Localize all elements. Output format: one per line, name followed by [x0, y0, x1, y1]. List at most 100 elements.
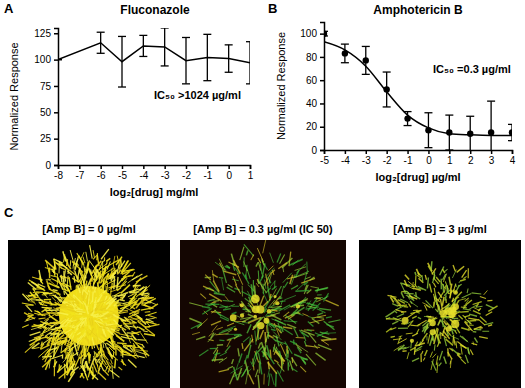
hypha — [87, 317, 89, 321]
hypha — [25, 305, 34, 306]
error-bar-cap — [362, 46, 370, 47]
x-tick-label: -5 — [118, 170, 127, 181]
hypha — [241, 343, 243, 349]
hypha — [467, 347, 469, 353]
hypha — [77, 332, 80, 334]
hypha — [56, 307, 65, 308]
hypha — [316, 298, 321, 299]
hypha — [57, 293, 61, 295]
hypha — [440, 267, 444, 276]
hypha — [255, 331, 256, 345]
hypha — [293, 340, 295, 345]
hypha — [199, 350, 208, 356]
bright-spot — [252, 306, 260, 314]
hypha — [486, 305, 494, 309]
hypha — [100, 336, 111, 343]
hypha — [262, 263, 265, 278]
hypha — [249, 338, 251, 345]
hypha — [450, 291, 451, 298]
data-point — [446, 129, 452, 135]
bright-spot — [453, 290, 458, 295]
y-tick-label: 0 — [45, 160, 51, 171]
hypha — [443, 319, 450, 326]
hypha — [444, 321, 447, 325]
hypha — [80, 373, 83, 377]
hypha — [135, 351, 147, 355]
hypha — [310, 277, 315, 280]
hypha — [213, 281, 219, 292]
hypha — [82, 358, 83, 364]
hypha — [277, 363, 284, 371]
hypha — [313, 303, 321, 311]
hypha — [103, 370, 108, 376]
figure: ABCFluconazole-8-7-6-5-4-3-2-10102550751… — [0, 0, 525, 388]
hypha — [415, 346, 422, 351]
hypha — [107, 347, 112, 357]
hypha — [44, 293, 55, 295]
x-tick-mark — [164, 165, 166, 169]
hypha — [436, 295, 437, 305]
hypha — [411, 285, 415, 287]
hypha — [412, 358, 419, 361]
hypha — [408, 320, 413, 327]
x-tick: 4 — [510, 150, 516, 166]
bright-spot — [234, 328, 237, 331]
hypha — [317, 317, 324, 318]
hypha — [85, 269, 87, 278]
hypha — [404, 293, 414, 295]
hypha — [28, 313, 33, 314]
hypha — [145, 318, 154, 320]
hypha — [145, 326, 150, 328]
y-tick-label: 40 — [306, 98, 318, 109]
x-tick: 0 — [226, 165, 232, 181]
hypha — [217, 327, 223, 329]
hypha — [25, 344, 35, 353]
hypha — [54, 363, 55, 376]
hypha — [46, 261, 49, 272]
hypha — [145, 312, 156, 315]
hypha — [392, 304, 398, 306]
hypha — [211, 321, 221, 325]
hypha — [31, 326, 43, 330]
hypha — [112, 295, 126, 297]
hypha — [121, 261, 128, 273]
hypha — [435, 309, 438, 312]
hypha — [479, 337, 488, 339]
y-tick-mark — [54, 138, 58, 140]
hypha — [390, 327, 396, 329]
hypha — [387, 295, 396, 297]
hypha — [92, 374, 98, 380]
hypha — [472, 342, 474, 345]
hypha — [244, 244, 254, 256]
hypha — [414, 284, 417, 287]
hypha — [234, 334, 241, 336]
hypha — [76, 286, 77, 297]
hypha — [429, 284, 431, 293]
hypha — [284, 295, 296, 299]
hypha — [98, 282, 100, 294]
hypha — [268, 335, 273, 338]
hypha — [42, 337, 53, 345]
hypha — [227, 340, 231, 347]
hypha — [219, 357, 227, 363]
y-tick: 50 — [40, 107, 58, 118]
hypha — [215, 262, 226, 270]
hypha — [90, 300, 93, 304]
hypha — [219, 277, 223, 279]
error-bar-cap — [139, 35, 147, 36]
hypha — [417, 275, 421, 278]
hypha — [260, 330, 264, 339]
hypha — [306, 346, 320, 348]
hypha — [253, 357, 257, 366]
hypha — [214, 353, 220, 355]
hypha — [415, 275, 417, 285]
hypha — [242, 272, 249, 283]
hypha — [404, 306, 409, 308]
hypha — [404, 291, 408, 292]
error-bar-cap — [383, 71, 391, 72]
hypha — [63, 353, 71, 363]
x-tick-mark — [470, 150, 472, 154]
error-bar-cap — [139, 56, 147, 57]
error-bar-cap — [161, 28, 169, 29]
hypha — [310, 319, 325, 323]
